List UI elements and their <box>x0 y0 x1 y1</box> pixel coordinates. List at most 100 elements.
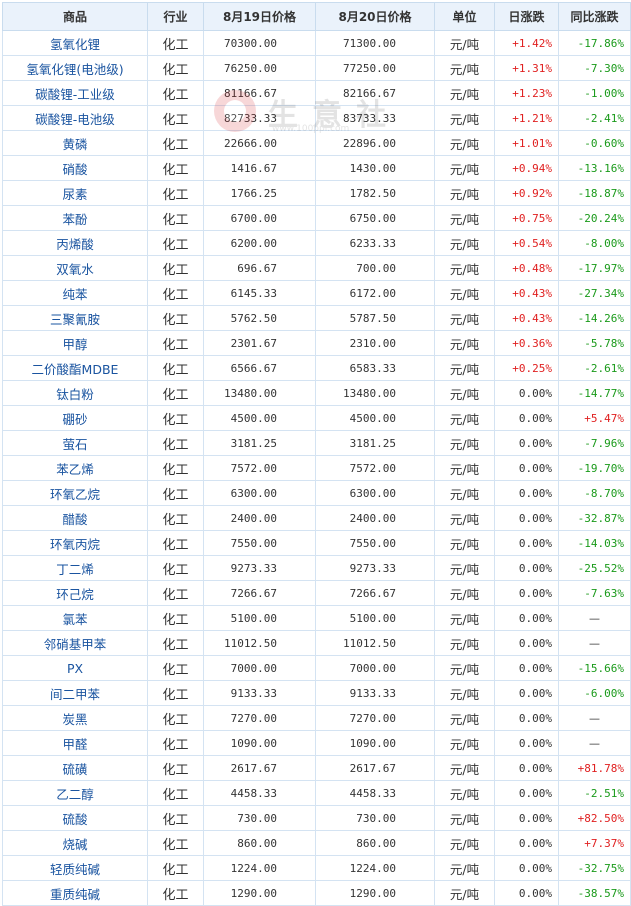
unit-cell: 元/吨 <box>434 130 495 156</box>
table-row: 双氧水 化工 696.67 700.00 元/吨 +0.48% -17.97% <box>2 255 631 281</box>
commodity-name-link[interactable]: 重质纯碱 <box>2 880 148 906</box>
commodity-name-link[interactable]: 苯酚 <box>2 205 148 231</box>
commodity-name-link[interactable]: 炭黑 <box>2 705 148 731</box>
commodity-name-link[interactable]: 硝酸 <box>2 155 148 181</box>
commodity-name-link[interactable]: 苯乙烯 <box>2 455 148 481</box>
table-row: 氢氧化锂 化工 70300.00 71300.00 元/吨 +1.42% -17.86% <box>2 30 631 56</box>
commodity-name-link[interactable]: 甲醛 <box>2 730 148 756</box>
price-aug20-cell: 9133.33 <box>315 680 435 706</box>
commodity-name-link[interactable]: 轻质纯碱 <box>2 855 148 881</box>
commodity-name-link[interactable]: 硫磺 <box>2 755 148 781</box>
table-row: 三聚氰胺 化工 5762.50 5787.50 元/吨 +0.43% -14.26% <box>2 305 631 331</box>
table-row: 烧碱 化工 860.00 860.00 元/吨 0.00% +7.37% <box>2 830 631 856</box>
commodity-name-link[interactable]: 邻硝基甲苯 <box>2 630 148 656</box>
price-aug19-cell: 696.67 <box>203 255 316 281</box>
daily-change-cell: +0.36% <box>494 330 559 356</box>
commodity-name-link[interactable]: 环己烷 <box>2 580 148 606</box>
yoy-change-cell: -14.03% <box>558 530 631 556</box>
commodity-name-link[interactable]: 双氧水 <box>2 255 148 281</box>
commodity-name-link[interactable]: 碳酸锂-电池级 <box>2 105 148 131</box>
commodity-name-link[interactable]: 碳酸锂-工业级 <box>2 80 148 106</box>
commodity-name-link[interactable]: 钛白粉 <box>2 380 148 406</box>
unit-cell: 元/吨 <box>434 430 495 456</box>
industry-cell: 化工 <box>147 205 204 231</box>
industry-cell: 化工 <box>147 830 204 856</box>
table-row: 丙烯酸 化工 6200.00 6233.33 元/吨 +0.54% -8.00% <box>2 230 631 256</box>
daily-change-cell: 0.00% <box>494 630 559 656</box>
yoy-change-cell: -13.16% <box>558 155 631 181</box>
yoy-change-cell: -8.70% <box>558 480 631 506</box>
unit-cell: 元/吨 <box>434 230 495 256</box>
commodity-name-link[interactable]: 氯苯 <box>2 605 148 631</box>
table-row: 环己烷 化工 7266.67 7266.67 元/吨 0.00% -7.63% <box>2 580 631 606</box>
unit-cell: 元/吨 <box>434 180 495 206</box>
unit-cell: 元/吨 <box>434 155 495 181</box>
commodity-name-link[interactable]: 尿素 <box>2 180 148 206</box>
commodity-name-link[interactable]: 二价酸酯MDBE <box>2 355 148 381</box>
commodity-name-link[interactable]: 氢氧化锂 <box>2 30 148 56</box>
commodity-name-link[interactable]: 环氧乙烷 <box>2 480 148 506</box>
industry-cell: 化工 <box>147 630 204 656</box>
header-daily-change: 日涨跌 <box>494 2 559 31</box>
daily-change-cell: +1.31% <box>494 55 559 81</box>
commodity-name-link[interactable]: 丁二烯 <box>2 555 148 581</box>
commodity-name-link[interactable]: 硼砂 <box>2 405 148 431</box>
unit-cell: 元/吨 <box>434 105 495 131</box>
industry-cell: 化工 <box>147 680 204 706</box>
commodity-name-link[interactable]: PX <box>2 655 148 681</box>
price-aug20-cell: 7572.00 <box>315 455 435 481</box>
commodity-name-link[interactable]: 间二甲苯 <box>2 680 148 706</box>
yoy-change-cell: -19.70% <box>558 455 631 481</box>
price-aug19-cell: 7550.00 <box>203 530 316 556</box>
commodity-name-link[interactable]: 烧碱 <box>2 830 148 856</box>
price-aug20-cell: 6172.00 <box>315 280 435 306</box>
commodity-name-link[interactable]: 纯苯 <box>2 280 148 306</box>
daily-change-cell: 0.00% <box>494 830 559 856</box>
yoy-change-cell: -7.63% <box>558 580 631 606</box>
price-aug19-cell: 1290.00 <box>203 880 316 906</box>
industry-cell: 化工 <box>147 755 204 781</box>
industry-cell: 化工 <box>147 705 204 731</box>
commodity-name-link[interactable]: 氢氧化锂(电池级) <box>2 55 148 81</box>
unit-cell: 元/吨 <box>434 480 495 506</box>
commodity-name-link[interactable]: 环氧丙烷 <box>2 530 148 556</box>
yoy-change-cell: -7.30% <box>558 55 631 81</box>
price-aug19-cell: 4500.00 <box>203 405 316 431</box>
price-aug19-cell: 3181.25 <box>203 430 316 456</box>
unit-cell: 元/吨 <box>434 330 495 356</box>
yoy-change-cell: -18.87% <box>558 180 631 206</box>
commodity-name-link[interactable]: 甲醇 <box>2 330 148 356</box>
commodity-name-link[interactable]: 丙烯酸 <box>2 230 148 256</box>
table-row: 甲醇 化工 2301.67 2310.00 元/吨 +0.36% -5.78% <box>2 330 631 356</box>
yoy-change-cell: -14.77% <box>558 380 631 406</box>
industry-cell: 化工 <box>147 730 204 756</box>
industry-cell: 化工 <box>147 455 204 481</box>
price-aug20-cell: 6583.33 <box>315 355 435 381</box>
header-yoy-change: 同比涨跌 <box>558 2 631 31</box>
industry-cell: 化工 <box>147 130 204 156</box>
commodity-name-link[interactable]: 黄磷 <box>2 130 148 156</box>
industry-cell: 化工 <box>147 80 204 106</box>
commodity-name-link[interactable]: 乙二醇 <box>2 780 148 806</box>
commodity-name-link[interactable]: 萤石 <box>2 430 148 456</box>
table-row: 尿素 化工 1766.25 1782.50 元/吨 +0.92% -18.87% <box>2 180 631 206</box>
price-aug19-cell: 1416.67 <box>203 155 316 181</box>
commodity-name-link[interactable]: 醋酸 <box>2 505 148 531</box>
price-aug19-cell: 730.00 <box>203 805 316 831</box>
commodity-name-link[interactable]: 硫酸 <box>2 805 148 831</box>
table-row: 硼砂 化工 4500.00 4500.00 元/吨 0.00% +5.47% <box>2 405 631 431</box>
yoy-change-cell: +7.37% <box>558 830 631 856</box>
price-aug19-cell: 7270.00 <box>203 705 316 731</box>
header-row: 商品 行业 8月19日价格 8月20日价格 单位 日涨跌 同比涨跌 <box>2 2 631 31</box>
daily-change-cell: +1.01% <box>494 130 559 156</box>
industry-cell: 化工 <box>147 880 204 906</box>
table-row: 碳酸锂-工业级 化工 81166.67 82166.67 元/吨 +1.23% -1.00% <box>2 80 631 106</box>
commodity-name-link[interactable]: 三聚氰胺 <box>2 305 148 331</box>
price-aug19-cell: 1766.25 <box>203 180 316 206</box>
price-aug20-cell: 2310.00 <box>315 330 435 356</box>
yoy-change-cell: -32.75% <box>558 855 631 881</box>
table-row: 丁二烯 化工 9273.33 9273.33 元/吨 0.00% -25.52% <box>2 555 631 581</box>
daily-change-cell: 0.00% <box>494 380 559 406</box>
unit-cell: 元/吨 <box>434 455 495 481</box>
industry-cell: 化工 <box>147 855 204 881</box>
